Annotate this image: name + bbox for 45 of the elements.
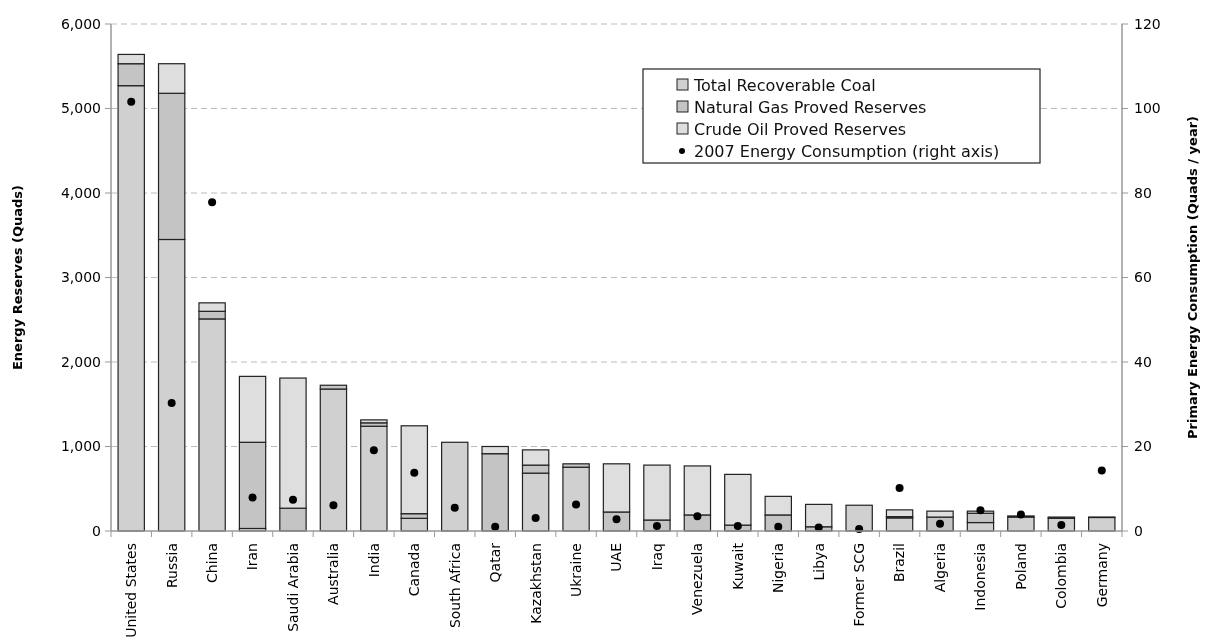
x-tick-label: Kuwait	[729, 542, 746, 590]
legend-label: Total Recoverable Coal	[693, 75, 876, 95]
x-tick-label: Nigeria	[770, 543, 787, 594]
x-tick-label: India	[365, 543, 382, 578]
y2-axis-title: Primary Energy Consumption (Quads / year)	[1185, 115, 1200, 440]
y-tick-label: 4,000	[60, 184, 101, 201]
y-tick-label: 1,000	[60, 438, 101, 455]
x-tick-label: United States	[123, 543, 140, 638]
y-axis-title: Energy Reserves (Quads)	[10, 184, 25, 371]
y-tick-label: 6,000	[60, 15, 101, 32]
y2-tick-label: 0	[1134, 522, 1143, 539]
y2-tick-label: 40	[1134, 353, 1152, 370]
x-tick-label: Australia	[325, 543, 342, 605]
y2-tick-label: 60	[1134, 269, 1152, 286]
x-tick-label: Germany	[1093, 543, 1110, 608]
x-tick-label: Ukraine	[567, 543, 584, 598]
x-tick-label: Indonesia	[972, 543, 989, 611]
x-tick-label: Qatar	[487, 542, 504, 583]
legend-label: Natural Gas Proved Reserves	[694, 97, 927, 117]
y-tick-label: 2,000	[60, 353, 101, 370]
legend-label: Crude Oil Proved Reserves	[694, 119, 907, 139]
y-tick-label: 5,000	[60, 100, 101, 117]
x-tick-label: South Africa	[446, 543, 463, 629]
x-tick-label: Russia	[163, 543, 180, 589]
x-tick-label: Iran	[244, 543, 261, 571]
y-tick-label: 0	[92, 522, 101, 539]
x-tick-label: Venezuela	[689, 543, 706, 615]
x-tick-label: Iraq	[648, 543, 665, 571]
x-tick-label: Brazil	[891, 543, 908, 583]
y2-tick-label: 100	[1134, 100, 1161, 117]
x-tick-label: Libya	[810, 543, 827, 581]
x-tick-label: Algeria	[931, 543, 948, 593]
x-tick-label: Poland	[1012, 543, 1029, 590]
x-tick-label: Colombia	[1053, 543, 1070, 609]
x-tick-label: Kazakhstan	[527, 543, 544, 624]
x-tick-label: China	[204, 543, 220, 583]
x-tick-label: UAE	[608, 543, 625, 572]
x-tick-label: Former SCG	[851, 543, 868, 627]
y2-tick-label: 80	[1134, 184, 1152, 201]
y-tick-label: 3,000	[60, 269, 101, 286]
x-tick-label: Canada	[406, 543, 423, 597]
y2-tick-label: 120	[1134, 15, 1161, 32]
x-tick-label: Saudi Arabia	[284, 543, 301, 632]
legend-label: 2007 Energy Consumption (right axis)	[694, 141, 1000, 161]
y2-tick-label: 20	[1134, 438, 1152, 455]
